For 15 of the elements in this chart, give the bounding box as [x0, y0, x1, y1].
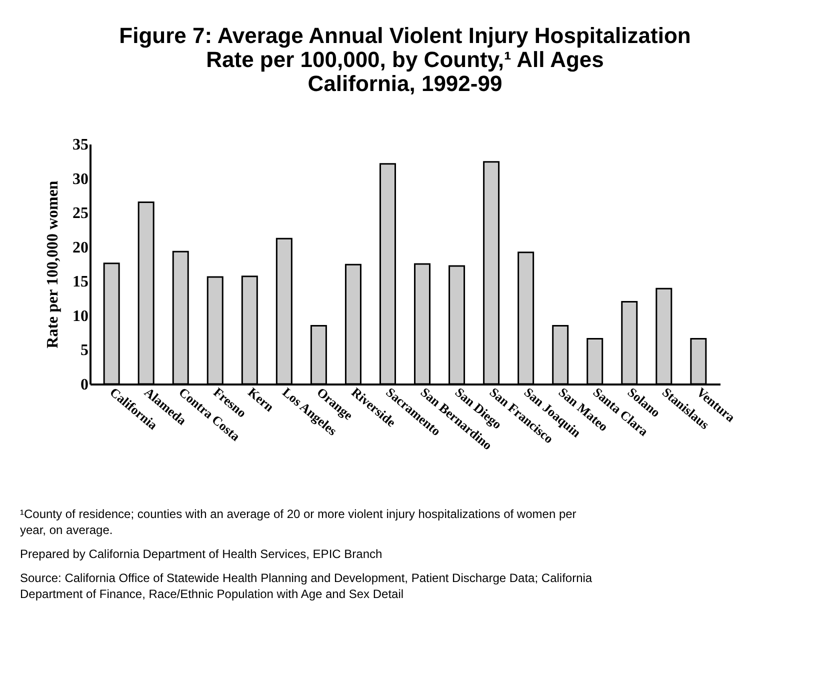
text: ¹County of residence; counties with an average of 20 or more violent injury hospitalizations of women per year, on average.	[20, 507, 576, 537]
y-tick-label: 30	[72, 170, 88, 188]
text: Prepared by California Department of Health Services, EPIC Branch	[20, 547, 382, 561]
text: Rate per 100,000, by County,¹ All Ages	[206, 47, 604, 72]
source-note: Source: California Office of Statewide Health Planning and Development, Patient Discharge Data; California Department of Finance, Race/Ethnic Population with Age and Sex Detail	[20, 571, 592, 601]
y-tick-label: 15	[72, 274, 88, 291]
y-tick-label: 10	[72, 308, 88, 325]
y-tick-label: 35	[72, 136, 88, 154]
y-axis-title: Rate per 100,000 women	[44, 180, 62, 348]
y-tick-label: 20	[72, 239, 88, 256]
y-tick-label: 25	[72, 205, 88, 222]
text: Figure 7: Average Annual Violent Injury Hospitalization	[119, 23, 691, 48]
y-tick-label: 0	[80, 376, 88, 394]
y-tick-label: 5	[80, 342, 88, 360]
text: California, 1992-99	[308, 71, 502, 96]
